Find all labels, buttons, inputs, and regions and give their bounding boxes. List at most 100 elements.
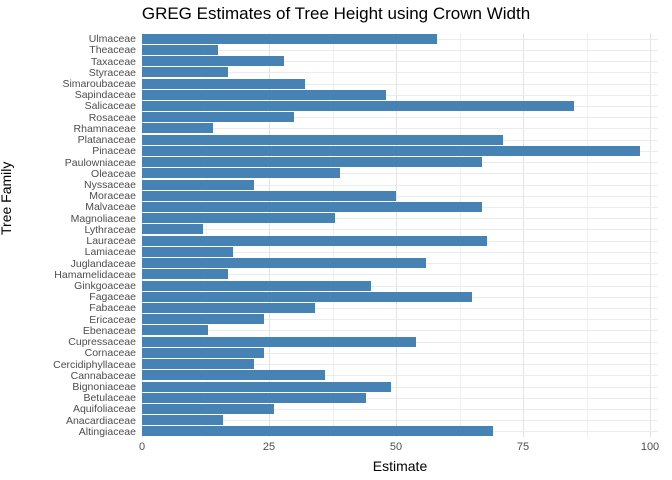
y-tick-label: Ginkgoaceae xyxy=(74,280,136,292)
chart-title: GREG Estimates of Tree Height using Crow… xyxy=(141,4,531,23)
y-tick-label: Taxaceae xyxy=(91,55,136,68)
bar-ebenaceae xyxy=(142,325,209,336)
y-tick-label: Moraceae xyxy=(89,190,136,203)
y-tick-label: Rosaceae xyxy=(88,111,136,124)
bar-cornaceae xyxy=(142,347,264,358)
y-gridline xyxy=(142,173,658,175)
y-tick-label: Anacardiaceae xyxy=(65,414,136,427)
bar-pinaceae xyxy=(142,145,640,156)
y-gridline xyxy=(142,397,658,399)
bar-cupressaceae xyxy=(142,336,417,347)
y-tick-label: Altingiaceae xyxy=(78,425,136,438)
y-gridline xyxy=(142,184,658,186)
y-tick-label: Salicaceae xyxy=(84,100,136,113)
y-tick-label: Ulmaceae xyxy=(88,33,136,46)
plot-panel xyxy=(142,33,658,437)
y-tick-label: Cupressaceae xyxy=(68,336,136,349)
bar-salicaceae xyxy=(142,100,574,111)
y-gridline xyxy=(142,364,658,366)
bar-paulowniaceae xyxy=(142,157,483,168)
y-tick-label: Sapindaceae xyxy=(74,89,136,102)
x-minor-gridline xyxy=(459,33,461,437)
bar-aquifoliaceae xyxy=(142,403,275,414)
y-gridline xyxy=(142,49,658,51)
bar-simaroubaceae xyxy=(142,78,305,89)
y-tick-label: Lauraceae xyxy=(86,235,136,248)
y-tick-label: Lythraceae xyxy=(84,223,136,236)
x-tick-label: 50 xyxy=(389,441,403,453)
y-axis-title: Tree Family xyxy=(0,161,14,235)
y-gridline xyxy=(142,274,658,276)
y-tick-label: Cercidiphyllaceae xyxy=(53,358,136,371)
x-major-gridline xyxy=(523,33,524,437)
x-major-gridline xyxy=(650,33,651,437)
bar-altingiaceae xyxy=(142,426,493,437)
y-axis-category-labels: Ulmaceae Theaceae Taxaceae Styraceae Simarou… xyxy=(0,33,136,438)
y-gridline xyxy=(142,420,658,422)
bar-theaceae xyxy=(142,44,219,55)
y-tick-label: Cornaceae xyxy=(84,347,136,360)
x-tick-label: 0 xyxy=(138,441,146,453)
y-tick-label: Theaceae xyxy=(89,44,136,57)
y-tick-label: Styraceae xyxy=(88,66,136,79)
y-gridline xyxy=(142,94,658,96)
y-tick-label: Ericaceae xyxy=(89,313,136,326)
bar-styraceae xyxy=(142,67,229,78)
bar-moraceae xyxy=(142,190,396,201)
y-tick-label: Paulowniaceae xyxy=(64,156,136,169)
bar-malvaceae xyxy=(142,201,483,212)
y-gridline xyxy=(142,352,658,354)
bar-fagaceae xyxy=(142,291,473,302)
y-tick-label: Ebenaceae xyxy=(82,324,136,337)
x-axis-title: Estimate xyxy=(372,458,428,474)
y-gridline xyxy=(142,251,658,253)
bar-lamiaceae xyxy=(142,246,234,257)
bar-lauraceae xyxy=(142,235,488,246)
x-major-gridline xyxy=(396,33,397,437)
bar-ericaceae xyxy=(142,314,264,325)
x-axis-tick-labels: 0 25 50 75 100 xyxy=(0,441,672,455)
y-tick-label: Juglandaceae xyxy=(70,257,136,270)
bar-platanaceae xyxy=(142,134,503,145)
y-tick-label: Platanaceae xyxy=(77,134,136,147)
bar-cercidiphyllaceae xyxy=(142,359,254,370)
y-gridline xyxy=(142,218,658,220)
bar-taxaceae xyxy=(142,56,285,67)
bar-fabaceae xyxy=(142,302,315,313)
y-tick-label: Magnoliaceae xyxy=(70,212,136,225)
y-gridline xyxy=(142,195,658,197)
y-tick-label: Fagaceae xyxy=(89,291,136,304)
y-tick-label: Cannabaceae xyxy=(70,369,136,382)
y-tick-label: Bignoniaceae xyxy=(72,381,136,393)
y-gridline xyxy=(142,285,658,287)
x-minor-gridline xyxy=(332,33,334,437)
bar-rosaceae xyxy=(142,112,295,123)
bar-anacardiaceae xyxy=(142,415,224,426)
y-gridline xyxy=(142,83,658,85)
bar-magnoliaceae xyxy=(142,213,336,224)
x-minor-gridline xyxy=(205,33,207,437)
y-gridline xyxy=(142,61,658,63)
y-gridline xyxy=(142,128,658,130)
y-tick-label: Nyssaceae xyxy=(84,179,136,191)
x-tick-label: 75 xyxy=(516,441,530,453)
y-tick-label: Aquifoliaceae xyxy=(72,403,136,416)
y-gridline xyxy=(142,408,658,410)
x-tick-label: 100 xyxy=(640,441,660,453)
y-tick-label: Malvaceae xyxy=(85,201,136,214)
y-gridline xyxy=(142,117,658,119)
y-tick-label: Pinaceae xyxy=(92,145,136,158)
y-tick-label: Rhamnaceae xyxy=(73,122,136,135)
x-minor-gridline xyxy=(586,33,588,437)
y-gridline xyxy=(142,386,658,388)
y-gridline xyxy=(142,319,658,321)
bar-ginkgoaceae xyxy=(142,280,371,291)
x-tick-label: 25 xyxy=(262,441,276,453)
bar-sapindaceae xyxy=(142,89,386,100)
y-tick-label: Hamamelidaceae xyxy=(54,268,136,281)
bar-rhamnaceae xyxy=(142,123,214,134)
y-tick-label: Simaroubaceae xyxy=(62,78,136,90)
y-tick-label: Fabaceae xyxy=(89,302,136,315)
bar-ulmaceae xyxy=(142,33,437,44)
